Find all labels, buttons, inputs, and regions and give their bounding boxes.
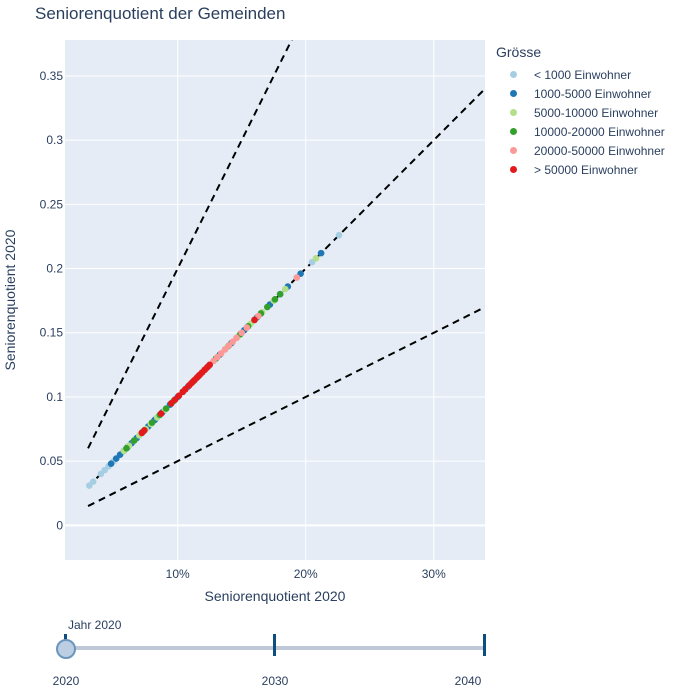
y-tick-label: 0.35 [40,69,64,83]
data-point [157,410,165,417]
y-tick-label: 0.05 [40,454,64,468]
data-point [141,427,148,434]
slider-step-2040[interactable]: 2040 [454,674,482,688]
y-tick-label: 0.15 [40,326,64,340]
slider-step-2030[interactable]: 2030 [261,674,289,688]
y-tick-label: 0.25 [40,197,64,211]
legend-marker-icon [510,166,517,173]
y-axis-title: Seniorenquotient 2020 [2,229,18,370]
grid-lines [65,40,485,560]
data-point [243,324,251,331]
legend-marker-icon [510,71,517,78]
data-point [335,231,343,239]
data-point [264,303,271,311]
scatter-chart[interactable]: 10% 20% 30% 0 0.05 0.1 0.15 0.2 0.25 0.3 0.35 Sen… [0,0,700,610]
legend-label: < 1000 Einwohner [534,67,632,82]
data-points [86,231,343,489]
slider-tick-2040 [483,634,486,656]
data-point [271,296,279,303]
data-point [107,460,115,468]
data-point [162,405,170,412]
legend-title: Grösse [496,44,542,60]
data-point [206,361,213,369]
slider-step-2020[interactable]: 2020 [52,674,80,688]
slider-handle[interactable] [56,639,76,659]
y-tick-label: 0.1 [46,390,63,404]
data-point [148,419,156,426]
data-point [276,290,284,298]
reference-line [87,306,485,507]
legend-marker-icon [510,90,517,97]
legend-item-5000-10000[interactable]: 5000-10000 Einwohner [496,103,665,122]
legend-label: 10000-20000 Einwohner [534,124,665,139]
legend-item-over-50000[interactable]: > 50000 Einwohner [496,160,665,179]
data-point [238,329,246,337]
data-point [312,254,320,262]
data-point [123,444,130,452]
y-axis-ticks: 0 0.05 0.1 0.15 0.2 0.25 0.3 0.35 [40,69,64,532]
x-tick-label: 10% [166,567,190,581]
x-tick-label: 30% [422,567,446,581]
legend-marker-icon [510,128,517,135]
chart-title: Seniorenquotient der Gemeinden [35,4,286,23]
legend-item-1000-5000[interactable]: 1000-5000 Einwohner [496,84,665,103]
legend-item-20000-50000[interactable]: 20000-50000 Einwohner [496,141,665,160]
x-axis-title: Seniorenquotient 2020 [205,588,346,604]
slider-current-value: Jahr 2020 [68,618,122,632]
data-point [89,478,97,485]
y-tick-label: 0 [56,518,63,532]
legend-marker-icon [510,147,517,154]
data-point [317,249,325,257]
legend-item-under-1000[interactable]: < 1000 Einwohner [496,65,665,84]
reference-line [87,40,293,449]
legend-item-10000-20000[interactable]: 10000-20000 Einwohner [496,122,665,141]
y-tick-label: 0.2 [46,262,63,276]
year-slider: Jahr 2020 2020 2030 2040 [0,612,700,700]
data-point [251,316,258,324]
data-point [130,437,138,444]
legend: Grösse < 1000 Einwohner 1000-5000 Einwoh… [496,44,665,179]
data-point [281,285,289,293]
slider-tick-2030 [273,634,276,656]
legend-label: 5000-10000 Einwohner [534,105,659,120]
legend-label: 1000-5000 Einwohner [534,86,652,101]
x-axis-ticks: 10% 20% 30% [166,567,446,581]
data-point [233,334,240,342]
y-tick-label: 0.3 [46,133,63,147]
legend-label: > 50000 Einwohner [534,162,638,177]
legend-label: 20000-50000 Einwohner [534,143,665,158]
x-tick-label: 20% [294,567,318,581]
data-point [293,274,301,281]
legend-marker-icon [510,109,517,116]
